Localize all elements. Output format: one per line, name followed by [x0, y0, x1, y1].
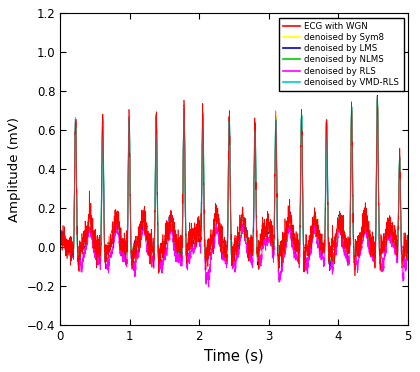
X-axis label: Time (s): Time (s) [204, 349, 264, 364]
Y-axis label: Amplitude (mV): Amplitude (mV) [8, 117, 21, 222]
Legend: ECG with WGN, denoised by Sym8, denoised by LMS, denoised by NLMS, denoised by R: ECG with WGN, denoised by Sym8, denoised… [278, 17, 404, 91]
